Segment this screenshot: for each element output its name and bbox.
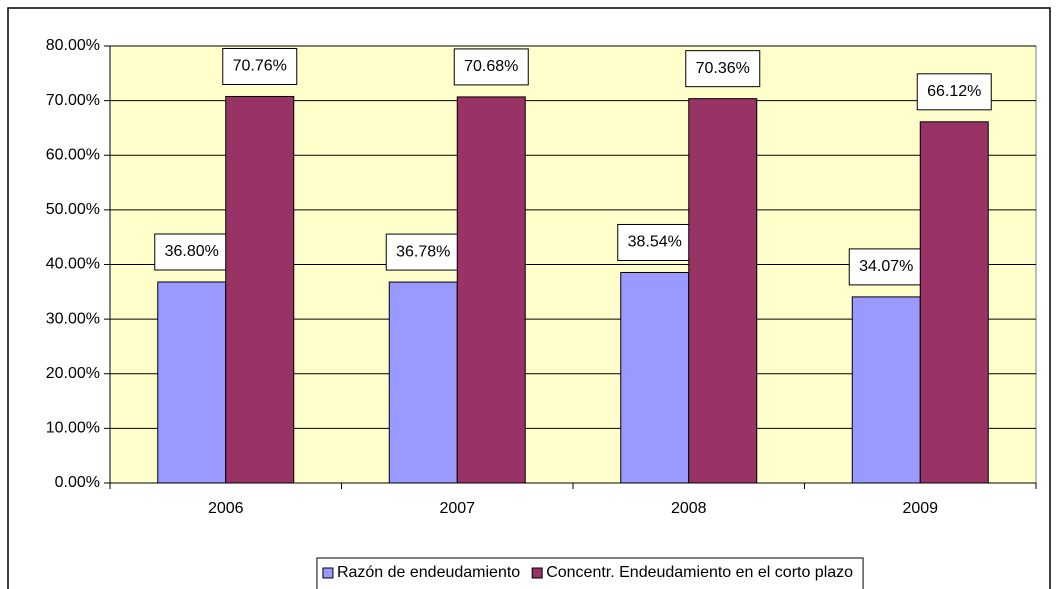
y-tick-label: 20.00% (46, 365, 100, 382)
y-tick-label: 30.00% (46, 310, 100, 327)
y-tick-label: 40.00% (46, 256, 100, 273)
data-label: 70.76% (233, 58, 287, 75)
bar (388, 281, 458, 484)
data-label-box (848, 248, 924, 286)
data-label-box (385, 233, 461, 271)
y-tick-label: 50.00% (46, 201, 100, 218)
legend-box (316, 557, 864, 589)
legend-swatch (531, 567, 543, 579)
y-tick-label: 10.00% (46, 420, 100, 437)
y-tick-label: 80.00% (46, 37, 100, 54)
x-tick-label: 2009 (902, 500, 938, 517)
data-label: 36.80% (165, 243, 219, 260)
data-label: 34.07% (859, 258, 913, 275)
bar (919, 121, 989, 484)
legend-label: Concentr. Endeudamiento en el corto plaz… (546, 564, 853, 581)
data-label: 36.78% (396, 243, 450, 260)
data-label: 66.12% (927, 83, 981, 100)
bar (225, 95, 295, 484)
data-label-box (685, 50, 761, 88)
legend-swatch (322, 567, 334, 579)
x-tick-label: 2007 (439, 500, 475, 517)
data-label: 70.36% (696, 60, 750, 77)
data-label-box (222, 47, 298, 85)
data-label-box (916, 73, 992, 111)
bar (620, 271, 690, 484)
legend-label: Razón de endeudamiento (337, 564, 520, 581)
data-label: 38.54% (628, 234, 682, 251)
bar (157, 281, 227, 484)
data-label: 70.68% (464, 58, 518, 75)
y-tick-label: 60.00% (46, 146, 100, 163)
x-tick-label: 2008 (671, 500, 707, 517)
bar (688, 98, 758, 484)
y-tick-label: 0.00% (55, 474, 100, 491)
x-tick-label: 2006 (208, 500, 244, 517)
bar (851, 296, 921, 484)
y-tick-label: 70.00% (46, 92, 100, 109)
data-label-box (453, 48, 529, 86)
bar (456, 96, 526, 484)
